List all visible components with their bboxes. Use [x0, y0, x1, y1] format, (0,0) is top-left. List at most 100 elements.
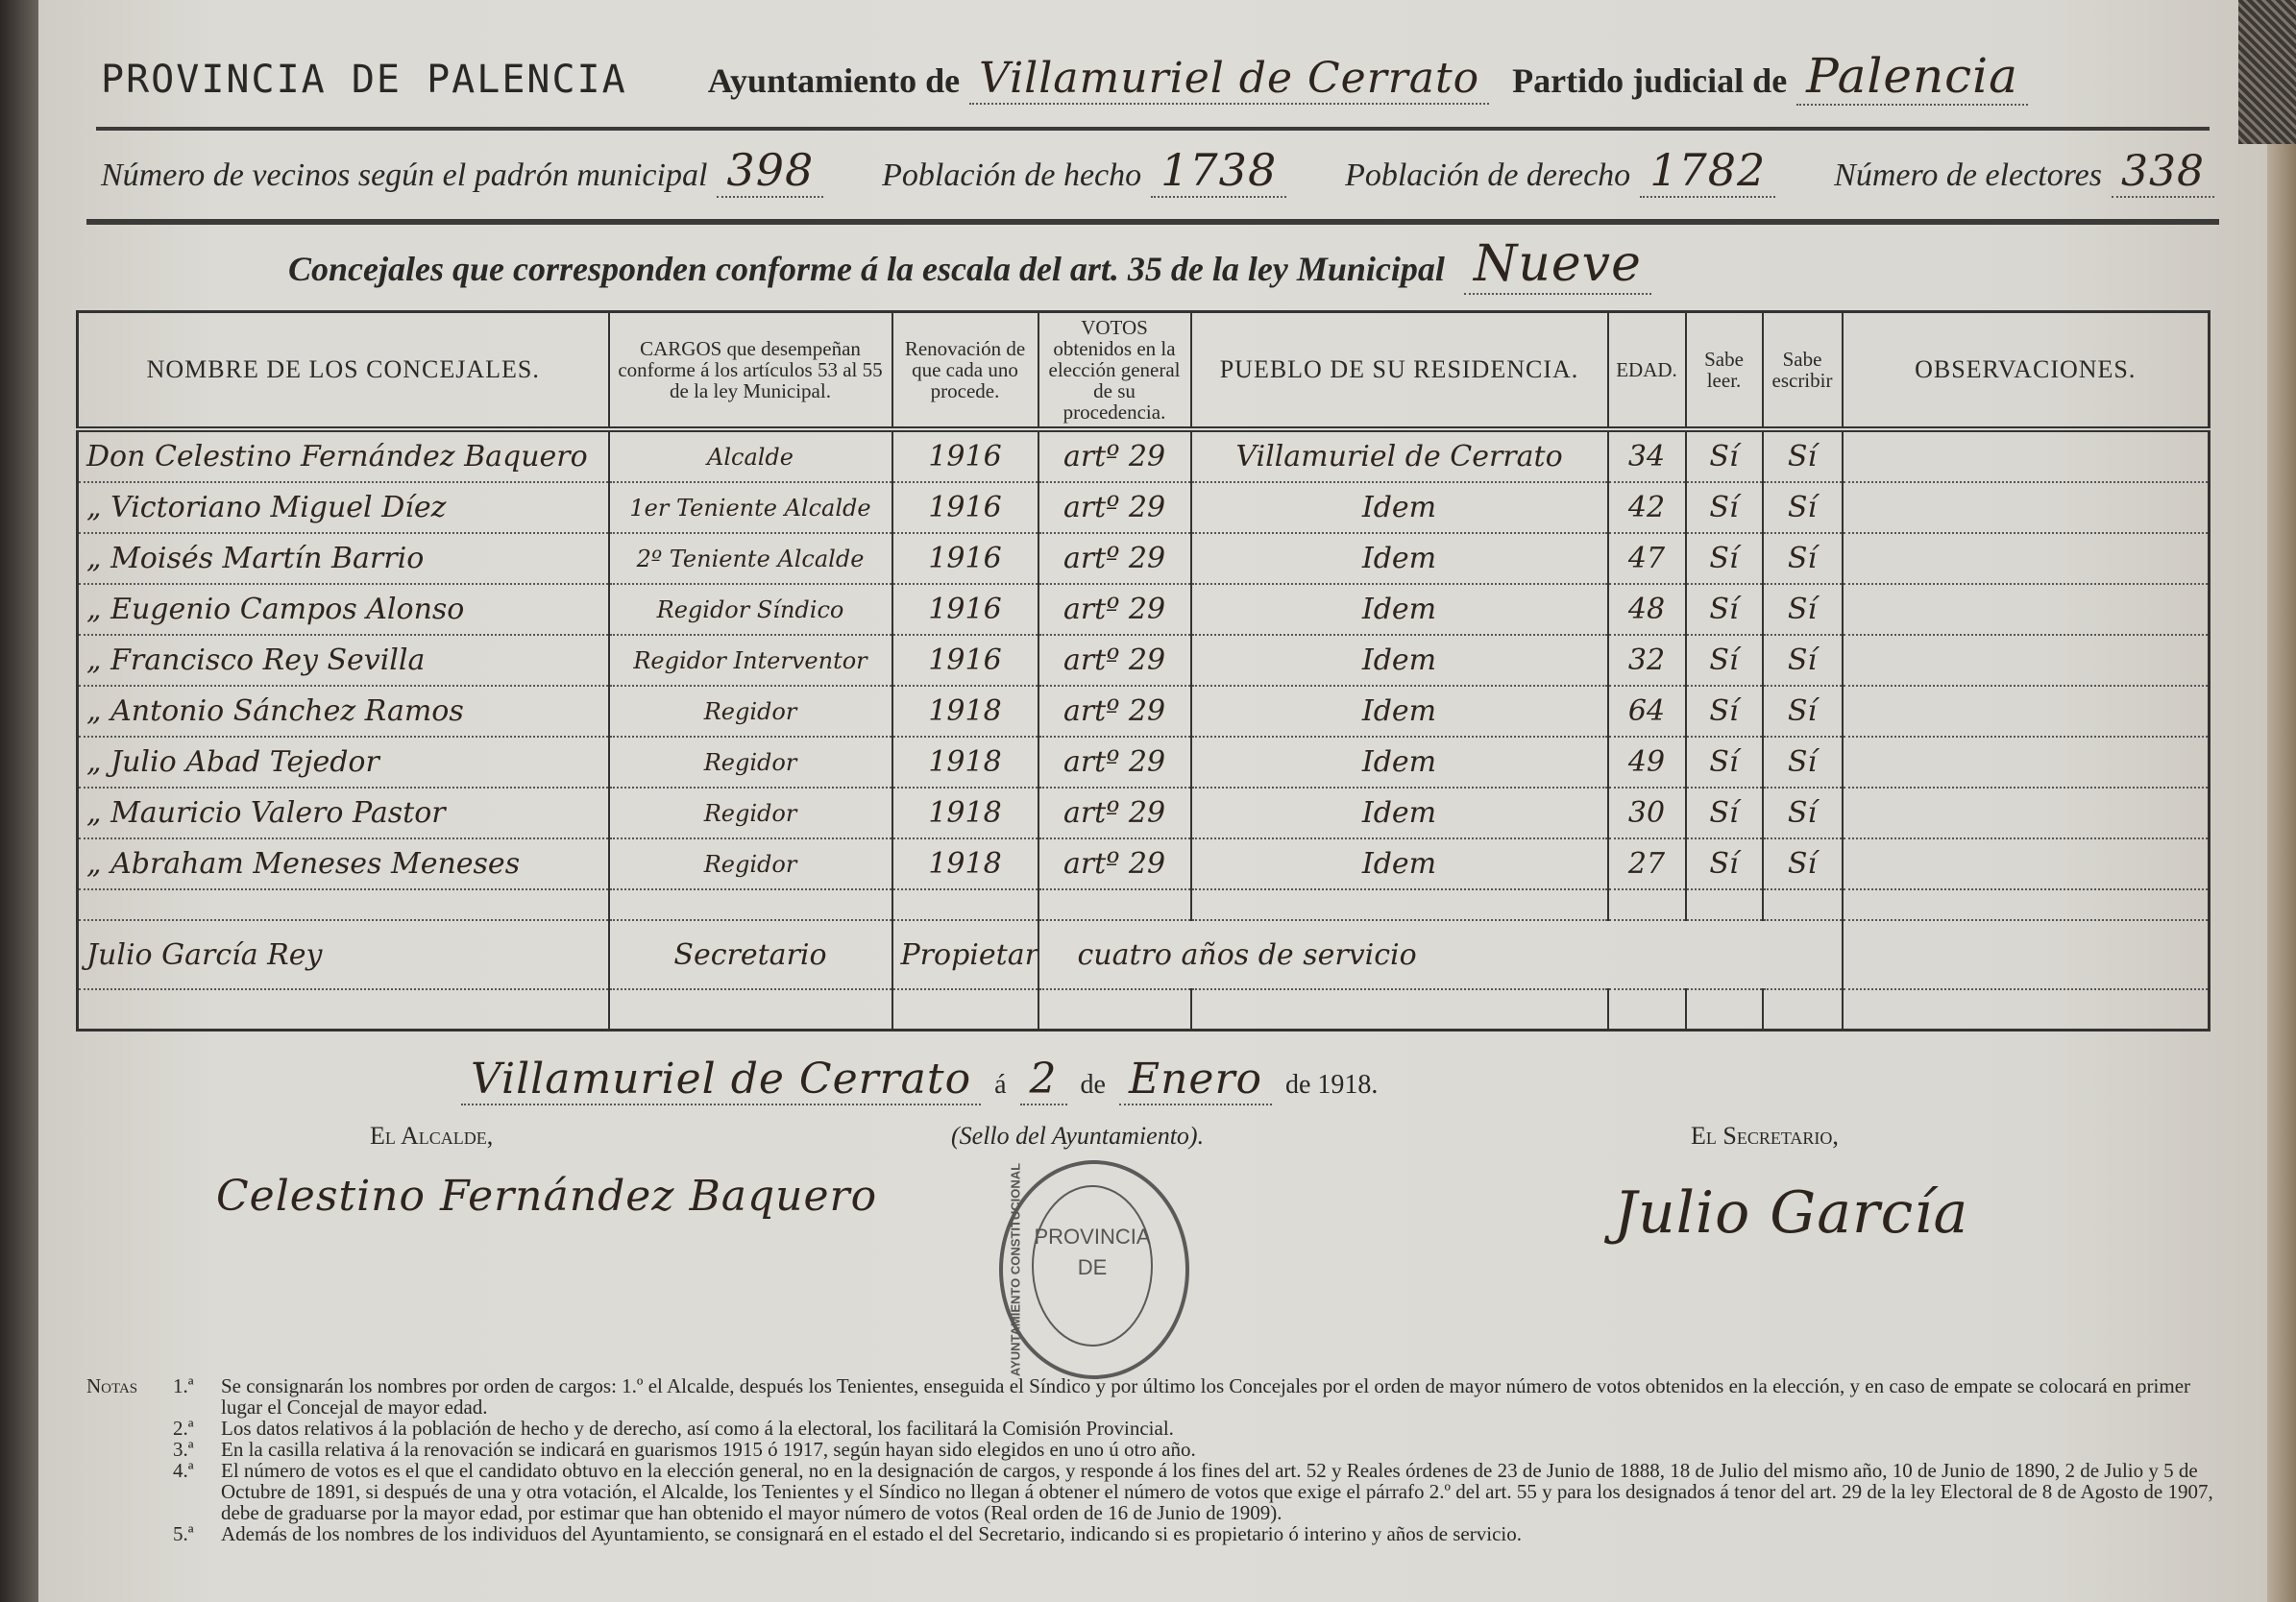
derecho-field: Población de derecho 1782: [1345, 144, 1776, 198]
note-text: Se consignarán los nombres por orden de …: [221, 1374, 2191, 1419]
residencia-cell: Idem: [1189, 482, 1609, 534]
renovacion-cell: 1916: [891, 584, 1039, 636]
sabe-escribir-cell: Sí: [1761, 584, 1844, 636]
note-number: 3.ª: [173, 1438, 194, 1461]
votos-cell: artº 29: [1037, 429, 1192, 483]
vecinos-label: Número de vecinos según el padrón munici…: [101, 158, 708, 193]
empty-cell: [1189, 889, 1609, 921]
book-binding: [0, 0, 38, 1602]
votos-cell: artº 29: [1037, 635, 1192, 687]
marbled-cover-corner: [2238, 0, 2296, 144]
renovacion-cell: 1916: [891, 482, 1039, 534]
observaciones-cell: [1841, 686, 2211, 738]
observaciones-cell: [1841, 788, 2211, 839]
partido-label: Partido judicial de: [1512, 61, 1788, 100]
alcalde-label: El Alcalde,: [370, 1122, 494, 1150]
cargo-cell: Regidor Interventor: [607, 635, 893, 687]
observaciones-cell: [1841, 838, 2211, 890]
sabe-leer-cell: Sí: [1684, 737, 1764, 789]
note-text: En la casilla relativa á la renovación s…: [221, 1438, 1196, 1461]
page-edge: [2267, 0, 2296, 1602]
sabe-leer-cell: Sí: [1684, 584, 1764, 636]
note-text: Los datos relativos á la población de he…: [221, 1417, 1174, 1440]
sabe-escribir-cell: Sí: [1761, 429, 1844, 483]
edad-cell: 48: [1606, 584, 1687, 636]
sello-label: (Sello del Ayuntamiento).: [951, 1122, 1205, 1150]
empty-row: [76, 889, 2211, 921]
empty-cell: [607, 989, 893, 1032]
sabe-leer-cell: Sí: [1684, 686, 1764, 738]
cargo-cell: Regidor: [607, 788, 893, 839]
electores-value: 338: [2111, 147, 2214, 198]
sabe-leer-cell: Sí: [1684, 635, 1764, 687]
ayuntamiento-field: Ayuntamiento de Villamuriel de Cerrato: [708, 54, 1490, 105]
divider: [86, 219, 2219, 225]
votos-cell: artº 29: [1037, 838, 1192, 890]
name-cell: „ Francisco Rey Sevilla: [76, 635, 610, 687]
vecinos-value: 398: [717, 144, 824, 198]
name-cell: „ Mauricio Valero Pastor: [76, 788, 610, 839]
residencia-cell: Idem: [1189, 737, 1609, 789]
sabe-escribir-cell: Sí: [1761, 788, 1844, 839]
empty-cell: [1606, 989, 1687, 1032]
sabe-escribir-cell: Sí: [1761, 482, 1844, 534]
note-item: 2.ª Los datos relativos á la población de…: [77, 1418, 2219, 1439]
stats-line: Número de vecinos según el padrón munici…: [101, 144, 2214, 198]
empty-cell: [1189, 989, 1609, 1032]
electores-label: Número de electores: [1834, 158, 2102, 193]
observaciones-cell: [1841, 533, 2211, 585]
table-row: „ Abraham Meneses Meneses Regidor 1918 artº…: [76, 838, 2211, 890]
edad-cell: 27: [1606, 838, 1687, 890]
residencia-cell: Idem: [1189, 584, 1609, 636]
empty-cell: [1761, 989, 1844, 1032]
concejales-table: NOMBRE DE LOS CONCEJALES. CARGOS que dese…: [76, 310, 2211, 1032]
secretary-service-cell: cuatro años de servicio: [1037, 920, 1844, 990]
edad-cell: 64: [1606, 686, 1687, 738]
secretary-cargo-cell: Secretario: [607, 920, 893, 990]
date-line: Villamuriel de Cerrato á 2 de Enero de 1…: [461, 1055, 1378, 1105]
date-a: á: [994, 1070, 1007, 1100]
cargo-cell: Regidor: [607, 686, 893, 738]
sabe-leer-cell: Sí: [1684, 482, 1764, 534]
column-header: Sabe escribir: [1761, 311, 1844, 432]
votos-cell: artº 29: [1037, 482, 1192, 534]
sabe-leer-cell: Sí: [1684, 429, 1764, 483]
cargo-cell: Regidor: [607, 737, 893, 789]
table-row: „ Eugenio Campos Alonso Regidor Síndico 19…: [76, 584, 2211, 636]
table-row: „ Moisés Martín Barrio 2º Teniente Alcald…: [76, 533, 2211, 585]
note-number: 1.ª: [173, 1374, 194, 1397]
column-header: PUEBLO DE SU RESIDENCIA.: [1189, 311, 1609, 432]
renovacion-cell: 1916: [891, 533, 1039, 585]
secretary-status-cell: Propietario: [891, 920, 1039, 990]
date-year: de 1918.: [1285, 1070, 1379, 1100]
name-cell: „ Eugenio Campos Alonso: [76, 584, 610, 636]
column-header: Renovación de que cada uno procede.: [891, 311, 1039, 432]
column-header: OBSERVACIONES.: [1841, 311, 2211, 432]
cargo-cell: 1er Teniente Alcalde: [607, 482, 893, 534]
note-number: 4.ª: [173, 1459, 194, 1482]
partido-value: Palencia: [1796, 48, 2028, 106]
hecho-label: Población de hecho: [882, 158, 1142, 193]
concejales-value: Nueve: [1463, 235, 1651, 295]
note-number: 5.ª: [173, 1522, 194, 1545]
cargo-cell: Regidor: [607, 838, 893, 890]
date-month: Enero: [1118, 1055, 1272, 1105]
votos-cell: artº 29: [1037, 737, 1192, 789]
sabe-leer-cell: Sí: [1684, 838, 1764, 890]
column-header: VOTOS obtenidos en la elección general d…: [1037, 311, 1192, 432]
sabe-escribir-cell: Sí: [1761, 635, 1844, 687]
empty-cell: [76, 889, 610, 921]
cargo-cell: Alcalde: [607, 429, 893, 483]
concejales-label: Concejales que corresponden conforme á l…: [288, 250, 1445, 288]
concejales-line: Concejales que corresponden conforme á l…: [288, 235, 1651, 295]
table-row: „ Mauricio Valero Pastor Regidor 1918 artº …: [76, 788, 2211, 839]
cargo-cell: Regidor Síndico: [607, 584, 893, 636]
electores-field: Número de electores 338: [1834, 147, 2214, 198]
column-header: CARGOS que desempeñan conforme á los art…: [607, 311, 893, 432]
observaciones-cell: [1841, 635, 2211, 687]
table-row: Don Celestino Fernández Baquero Alcalde 19…: [76, 429, 2211, 483]
renovacion-cell: 1916: [891, 429, 1039, 483]
empty-cell: [891, 989, 1039, 1032]
residencia-cell: Idem: [1189, 788, 1609, 839]
column-header: EDAD.: [1606, 311, 1687, 432]
